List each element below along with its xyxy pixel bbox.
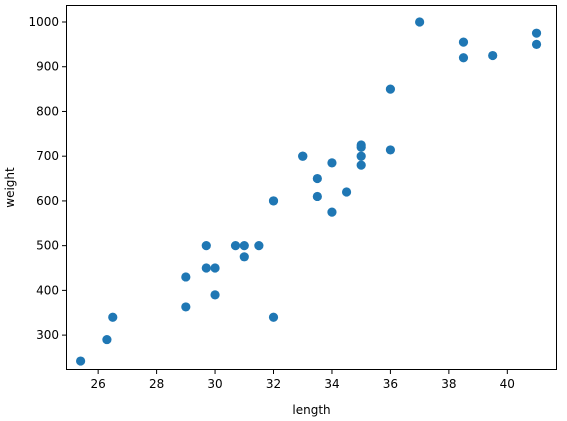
data-point-31 (458, 37, 469, 47)
y-tick-label: 700 (36, 149, 59, 163)
data-point-13 (268, 312, 279, 322)
data-point-17 (298, 151, 308, 161)
x-tick-label: 34 (324, 377, 339, 391)
data-point-32 (488, 50, 498, 61)
x-tick-label: 30 (207, 377, 222, 391)
data-point-12 (254, 241, 264, 251)
data-point-30 (458, 53, 469, 63)
x-tick-label: 32 (266, 377, 281, 391)
data-point-21 (327, 158, 337, 168)
x-tick-label: 36 (383, 377, 398, 391)
data-point-4 (181, 272, 191, 282)
data-point-7 (210, 290, 220, 300)
x-axis-label: length (292, 403, 330, 417)
data-point-20 (327, 207, 337, 217)
x-axis-ticks: 26 28 30 32 34 36 38 40 (91, 370, 515, 391)
data-point-3 (181, 302, 191, 312)
y-tick-label: 1000 (28, 15, 59, 29)
y-tick-label: 900 (36, 60, 59, 74)
x-tick-label: 38 (441, 377, 456, 391)
data-point-24 (356, 151, 366, 161)
data-point-18 (312, 191, 322, 202)
x-tick-label: 28 (149, 377, 164, 391)
data-point-5 (201, 263, 211, 273)
data-point-27 (385, 145, 396, 155)
data-point-1 (102, 334, 112, 345)
data-point-26 (356, 142, 366, 152)
data-point-15 (268, 196, 279, 206)
y-tick-label: 500 (36, 239, 59, 253)
points-layer (76, 17, 542, 366)
data-point-6 (201, 241, 211, 251)
plot-area (66, 5, 557, 370)
data-point-2 (108, 312, 118, 322)
data-point-0 (76, 356, 86, 366)
x-tick-label: 40 (500, 377, 515, 391)
y-tick-label: 600 (36, 194, 59, 208)
data-point-23 (356, 160, 366, 170)
data-point-33 (531, 28, 542, 38)
data-point-19 (312, 173, 322, 184)
data-point-10 (239, 252, 249, 262)
data-point-9 (230, 241, 241, 251)
data-point-11 (239, 241, 249, 251)
y-tick-label: 800 (36, 104, 59, 118)
y-axis-ticks: 300 400 500 600 700 800 900 1000 (28, 15, 66, 342)
data-point-28 (385, 84, 396, 94)
data-point-34 (531, 39, 542, 49)
y-tick-label: 400 (36, 283, 59, 297)
axes-frame (66, 5, 557, 370)
y-tick-label: 300 (36, 328, 59, 342)
data-point-22 (341, 187, 352, 197)
data-point-8 (210, 263, 220, 273)
data-point-29 (415, 17, 425, 27)
x-tick-label: 26 (91, 377, 106, 391)
y-axis-label: weight (3, 167, 17, 208)
